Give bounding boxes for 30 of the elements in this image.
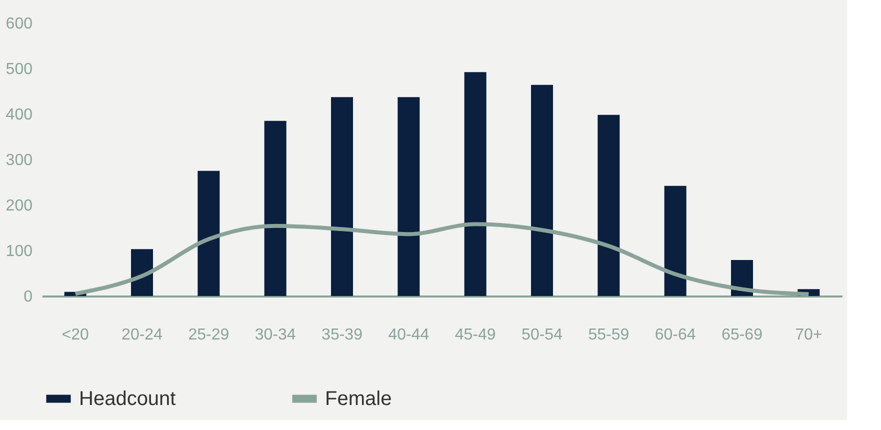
y-tick-label: 400 bbox=[6, 106, 33, 124]
x-tick-label: 35-39 bbox=[322, 326, 363, 344]
x-tick-label: 30-34 bbox=[254, 326, 296, 344]
legend-label: Headcount bbox=[79, 388, 176, 410]
x-tick-label: 65-69 bbox=[722, 326, 763, 344]
y-tick-label: 200 bbox=[6, 198, 33, 214]
x-tick-label: 25-29 bbox=[188, 326, 230, 344]
bar bbox=[598, 114, 620, 296]
bar bbox=[398, 97, 420, 296]
bar bbox=[664, 186, 686, 296]
y-tick-label: 100 bbox=[6, 243, 33, 260]
bar bbox=[264, 120, 286, 296]
x-tick-label: 60-64 bbox=[654, 326, 696, 344]
y-tick-label: 0 bbox=[24, 288, 33, 306]
legend-label: Female bbox=[325, 388, 392, 410]
x-tick-label: 45-49 bbox=[454, 326, 496, 344]
bar bbox=[198, 170, 220, 296]
x-tick-label: <20 bbox=[62, 326, 90, 344]
x-tick-label: 20-24 bbox=[122, 326, 163, 344]
y-tick-label: 500 bbox=[6, 61, 33, 78]
x-tick-label: 70+ bbox=[795, 326, 822, 344]
y-tick-label: 300 bbox=[6, 152, 33, 169]
x-tick-label: 50-54 bbox=[522, 326, 563, 344]
x-tick-label: 55-59 bbox=[588, 326, 630, 344]
bar bbox=[131, 249, 153, 296]
bar bbox=[331, 97, 353, 296]
x-tick-label: 40-44 bbox=[388, 326, 430, 344]
bar bbox=[531, 84, 553, 296]
bar bbox=[464, 72, 486, 296]
y-tick-label: 600 bbox=[6, 16, 33, 32]
